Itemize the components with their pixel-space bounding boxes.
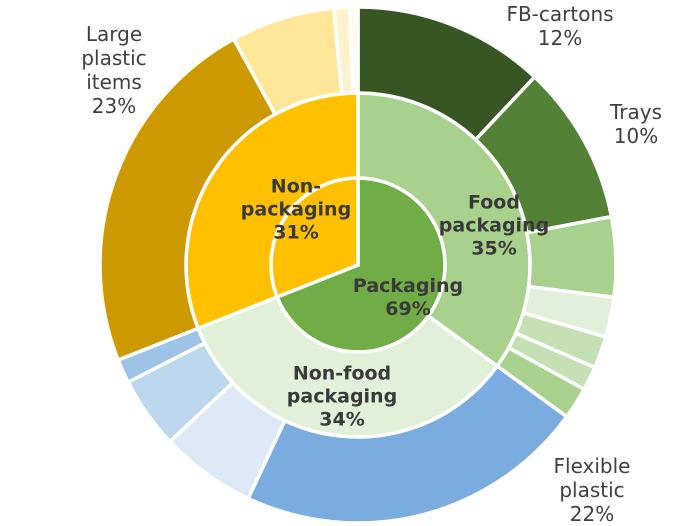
data-label-packaging: Packaging 69% (352, 275, 464, 320)
data-label-large-plastic-items: Large plastic items 23% (81, 22, 147, 118)
data-label-food-packaging: Food packaging 35% (438, 191, 550, 260)
data-label-flexible-plastic: Flexible plastic 22% (553, 454, 631, 526)
data-label-non-food-packaging: Non-food packaging 34% (286, 362, 398, 431)
data-label-trays: Trays 10% (609, 100, 663, 148)
segment-flexible-plastic-ring2 (245, 363, 570, 522)
data-label-fb-cartons: FB-cartons 12% (506, 2, 614, 50)
segment-large-plastic-items-ring2 (98, 36, 278, 363)
segment-unlabeled-ring2 (348, 5, 360, 95)
data-label-non-packaging: Non- packaging 31% (240, 175, 352, 244)
